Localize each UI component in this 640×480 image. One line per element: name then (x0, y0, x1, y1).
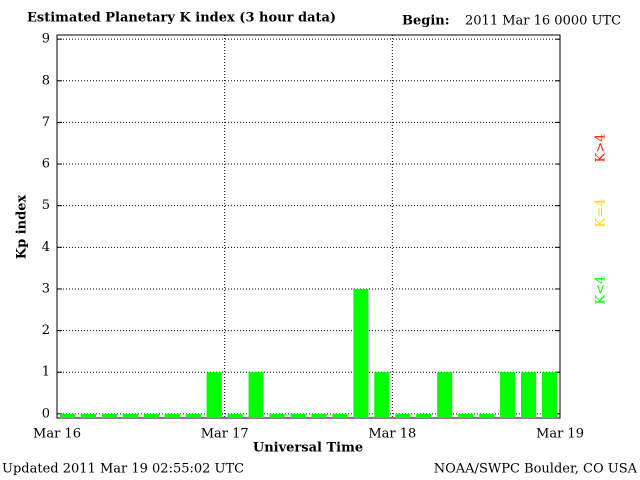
chart-title: Estimated Planetary K index (3 hour data… (27, 11, 336, 26)
bar (437, 372, 453, 418)
source: NOAA/SWPC Boulder, CO USA (434, 462, 638, 477)
x-axis-title: Universal Time (253, 441, 363, 456)
bar (416, 413, 432, 418)
y-tick-label: 5 (42, 198, 50, 213)
bar (521, 372, 537, 418)
bar (332, 413, 348, 418)
begin-value: 2011 Mar 16 0000 UTC (465, 14, 621, 29)
begin-label: Begin: (402, 14, 450, 29)
bar (143, 413, 159, 418)
y-tick-label: 7 (42, 115, 50, 130)
y-tick-label: 6 (42, 157, 50, 172)
x-tick-label: Mar 18 (368, 427, 416, 442)
legend-label: K>4 (594, 134, 609, 163)
bar (122, 413, 138, 418)
bar (395, 413, 411, 418)
y-axis-title: Kp index (15, 195, 30, 260)
y-tick-label: 1 (42, 365, 50, 380)
bar (374, 372, 390, 418)
plot-frame (56, 34, 561, 419)
bar (458, 413, 474, 418)
y-tick-label: 9 (42, 32, 50, 47)
bar (353, 288, 369, 418)
y-tick-label: 3 (42, 281, 50, 296)
bar (206, 372, 222, 418)
legend-label: K<4 (594, 276, 609, 305)
bar (311, 413, 327, 418)
bar (227, 413, 243, 418)
bar (541, 372, 558, 418)
bar (185, 413, 201, 418)
y-tick-label: 4 (42, 240, 50, 255)
bar (269, 413, 285, 418)
y-tick-label: 0 (42, 406, 50, 421)
legend-label: K=4 (594, 199, 609, 228)
bar (479, 413, 495, 418)
bar (290, 413, 306, 418)
x-tick-label: Mar 19 (536, 427, 584, 442)
y-tick-label: 2 (42, 323, 50, 338)
updated: Updated 2011 Mar 19 02:55:02 UTC (2, 462, 244, 477)
bar (101, 413, 117, 418)
bar (164, 413, 180, 418)
bar (248, 372, 264, 418)
y-tick-label: 8 (42, 73, 50, 88)
x-tick-label: Mar 16 (33, 427, 81, 442)
bar (80, 413, 96, 418)
x-tick-label: Mar 17 (201, 427, 249, 442)
bar (500, 372, 516, 418)
bar (59, 413, 76, 418)
